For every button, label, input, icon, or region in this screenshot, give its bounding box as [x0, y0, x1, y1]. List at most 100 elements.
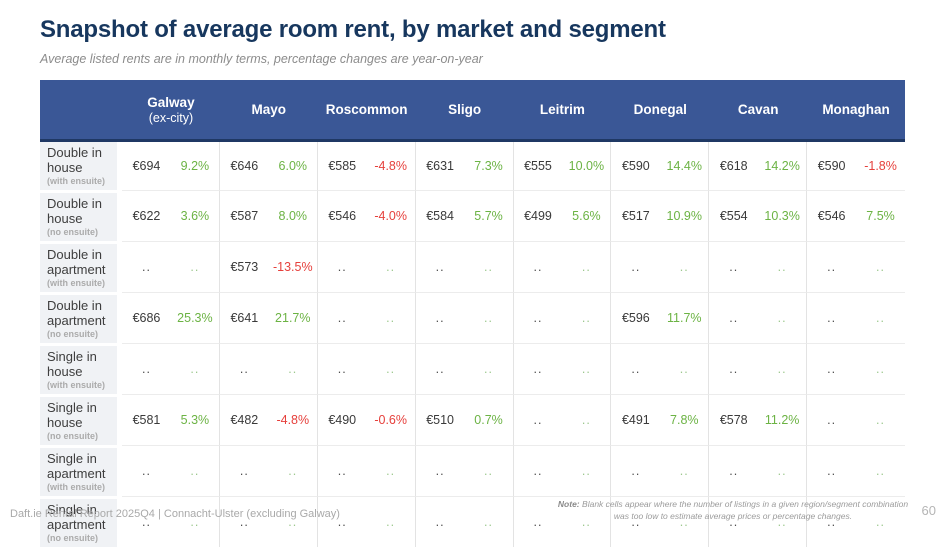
- change-cell: 10.3%: [758, 190, 808, 241]
- rent-cell: ..: [317, 241, 367, 292]
- rent-cell: €585: [328, 159, 357, 173]
- change-cell: ..: [758, 292, 808, 343]
- change-cell: 9.2%: [171, 142, 220, 190]
- rent-cell: ..: [709, 241, 759, 292]
- rent-cell: €618: [719, 159, 748, 173]
- rent-cell: ..: [219, 343, 269, 394]
- change-cell: ..: [660, 496, 710, 547]
- rent-cell: €622: [122, 190, 171, 241]
- change-cell: ..: [464, 241, 514, 292]
- rent-cell: €554: [709, 190, 759, 241]
- table-row: Single in house (with ensuite)...........…: [40, 343, 905, 394]
- rent-cell: ..: [611, 445, 661, 496]
- change-cell: ..: [366, 496, 416, 547]
- table-row: Double in house (with ensuite) €694 9.2% €64…: [40, 142, 905, 190]
- change-cell: ..: [464, 292, 514, 343]
- corner-cell: [40, 80, 122, 142]
- change-cell: ..: [856, 241, 905, 292]
- change-cell: ..: [660, 445, 710, 496]
- rent-cell: €641: [219, 292, 269, 343]
- change-cell: ..: [562, 343, 612, 394]
- rent-cell: ..: [415, 241, 465, 292]
- market-header-donegal: Donegal: [611, 80, 710, 142]
- rent-cell: ..: [611, 496, 661, 547]
- rent-cell: ..: [709, 343, 759, 394]
- table-row: Double in house (no ensuite) €622 3.6% €587 8…: [40, 190, 905, 241]
- change-cell: 6.0%: [269, 142, 318, 190]
- change-cell: ..: [562, 394, 612, 445]
- change-cell: ..: [366, 241, 416, 292]
- rent-cell: ..: [513, 394, 563, 445]
- rent-cell: ..: [611, 241, 661, 292]
- change-cell: 5.3%: [170, 394, 220, 445]
- rent-cell: ..: [122, 241, 171, 292]
- rent-cell: €490: [317, 394, 367, 445]
- change-cell: ..: [758, 343, 808, 394]
- change-cell: 10.9%: [660, 190, 710, 241]
- rent-cell: €517: [611, 190, 661, 241]
- rent-cell: ..: [317, 343, 367, 394]
- rent-cell: ..: [513, 496, 563, 547]
- rent-cell: ..: [415, 343, 465, 394]
- rent-cell: €646: [230, 159, 259, 173]
- rent-cell: €590: [621, 159, 650, 173]
- rent-cell: €499: [513, 190, 563, 241]
- rent-cell: ..: [807, 292, 857, 343]
- rent-cell: ..: [122, 343, 171, 394]
- rent-cell: ..: [317, 445, 367, 496]
- change-cell: 14.4%: [660, 142, 710, 190]
- change-cell: ..: [268, 445, 318, 496]
- rent-cell: ..: [317, 292, 367, 343]
- rent-cell: €596: [611, 292, 661, 343]
- rent-cell: ..: [415, 496, 465, 547]
- change-cell: ..: [366, 292, 416, 343]
- change-cell: 21.7%: [268, 292, 318, 343]
- rent-cell: ..: [611, 343, 661, 394]
- change-cell: ..: [562, 241, 612, 292]
- change-cell: 11.2%: [758, 394, 808, 445]
- change-cell: ..: [562, 292, 612, 343]
- rent-cell: €546: [317, 190, 367, 241]
- rent-table: Galway (ex-city) Mayo Roscommon Sligo Leitrim…: [40, 80, 905, 547]
- rent-cell: ..: [709, 445, 759, 496]
- rent-cell: ..: [415, 445, 465, 496]
- change-cell: ..: [758, 241, 808, 292]
- row-label: Double in apartment (no ensuite): [40, 292, 122, 343]
- change-cell: ..: [660, 241, 710, 292]
- rent-cell: ..: [807, 394, 857, 445]
- rent-cell: €491: [611, 394, 661, 445]
- rent-cell: €482: [219, 394, 269, 445]
- rent-cell: €686: [122, 292, 171, 343]
- rent-cell: ..: [807, 445, 857, 496]
- change-cell: ..: [366, 343, 416, 394]
- market-header-cavan: Cavan: [709, 80, 808, 142]
- rent-cell: ..: [807, 241, 857, 292]
- table-row: Double in apartment (with ensuite).... €57…: [40, 241, 905, 292]
- rent-cell: €510: [415, 394, 465, 445]
- row-label: Single in apartment (no ensuite): [40, 496, 122, 547]
- market-header-monaghan: Monaghan: [807, 80, 905, 142]
- market-header-mayo: Mayo: [219, 80, 318, 142]
- change-cell: -4.8%: [367, 142, 416, 190]
- change-cell: 3.6%: [170, 190, 220, 241]
- change-cell: -0.6%: [366, 394, 416, 445]
- change-cell: ..: [856, 445, 905, 496]
- change-cell: -4.8%: [268, 394, 318, 445]
- rent-cell: €584: [415, 190, 465, 241]
- rent-cell: ..: [219, 445, 269, 496]
- rent-cell: ..: [709, 496, 759, 547]
- rent-cell: €587: [219, 190, 269, 241]
- table-row: Double in apartment (no ensuite) €686 25.3%…: [40, 292, 905, 343]
- rent-cell: €555: [524, 159, 552, 173]
- change-cell: ..: [660, 343, 710, 394]
- market-header-leitrim: Leitrim: [513, 80, 612, 142]
- market-header-galway: Galway (ex-city): [122, 80, 220, 142]
- row-label: Double in house (with ensuite): [40, 142, 122, 190]
- change-cell: ..: [268, 496, 318, 547]
- rent-cell: €694: [132, 159, 161, 173]
- row-label: Single in house (with ensuite): [40, 343, 122, 394]
- change-cell: ..: [758, 445, 808, 496]
- change-cell: -4.0%: [366, 190, 416, 241]
- table-header-row: Galway (ex-city) Mayo Roscommon Sligo Leitrim…: [40, 80, 905, 142]
- page-subtitle: Average listed rents are in monthly term…: [40, 52, 483, 66]
